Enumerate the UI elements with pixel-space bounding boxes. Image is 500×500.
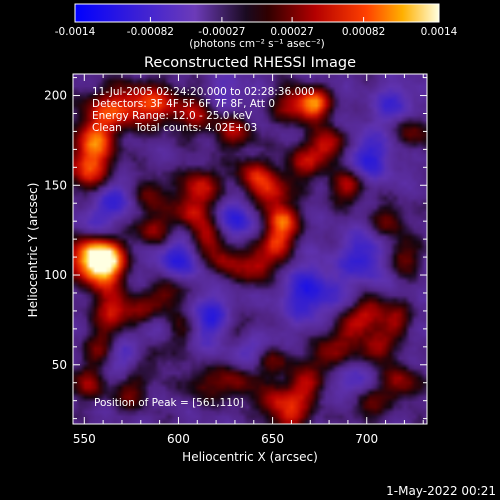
info-overlay: 11-Jul-2005 02:24:20.000 to 02:28:36.000… bbox=[92, 86, 315, 409]
x-tick-label: 550 bbox=[73, 432, 96, 446]
colorbar: -0.0014 -0.00082 -0.00027 0.00027 0.00082 0.0… bbox=[55, 3, 458, 50]
plot-frame bbox=[72, 73, 428, 425]
x-axis: 550 600 650 700 bbox=[73, 74, 424, 446]
colorbar-tick-label: -0.00027 bbox=[198, 26, 245, 38]
info-line-time: 11-Jul-2005 02:24:20.000 to 02:28:36.000 bbox=[92, 86, 315, 98]
colorbar-unit-label: (photons cm⁻² s⁻¹ asec⁻²) bbox=[189, 38, 324, 50]
chart-title: Reconstructed RHESSI Image bbox=[144, 55, 356, 71]
y-axis-label: Heliocentric Y (arcsec) bbox=[26, 183, 40, 318]
y-tick-label: 150 bbox=[44, 178, 67, 192]
info-line-detectors: Detectors: 3F 4F 5F 6F 7F 8F, Att 0 bbox=[92, 98, 275, 110]
colorbar-tick-label: 0.0014 bbox=[421, 26, 458, 38]
colorbar-ticks: -0.0014 -0.00082 -0.00027 0.00027 0.00082 0.0… bbox=[55, 17, 458, 38]
x-tick-label: 700 bbox=[355, 432, 378, 446]
colorbar-tick-label: -0.00082 bbox=[127, 26, 174, 38]
plot-area bbox=[72, 73, 428, 425]
info-line-clean: Clean Total counts: 4.02E+03 bbox=[92, 122, 257, 134]
x-tick-label: 650 bbox=[261, 432, 284, 446]
y-tick-label: 50 bbox=[52, 358, 67, 372]
x-axis-label: Heliocentric X (arcsec) bbox=[182, 450, 318, 464]
y-axis: 50 100 150 200 bbox=[44, 77, 427, 420]
colorbar-tick-label: -0.0014 bbox=[55, 26, 96, 38]
y-tick-label: 200 bbox=[44, 89, 67, 103]
heatmap-image bbox=[73, 74, 427, 424]
y-tick-label: 100 bbox=[44, 268, 67, 282]
footer-date: 1-May-2022 00:21 bbox=[386, 484, 496, 498]
x-tick-label: 600 bbox=[167, 432, 190, 446]
colorbar-tick-label: 0.00027 bbox=[270, 26, 313, 38]
colorbar-tick-label: 0.00082 bbox=[342, 26, 385, 38]
peak-position-label: Position of Peak = [561,110] bbox=[94, 397, 244, 409]
info-line-energy: Energy Range: 12.0 - 25.0 keV bbox=[92, 110, 253, 122]
colorbar-gradient bbox=[74, 3, 440, 23]
